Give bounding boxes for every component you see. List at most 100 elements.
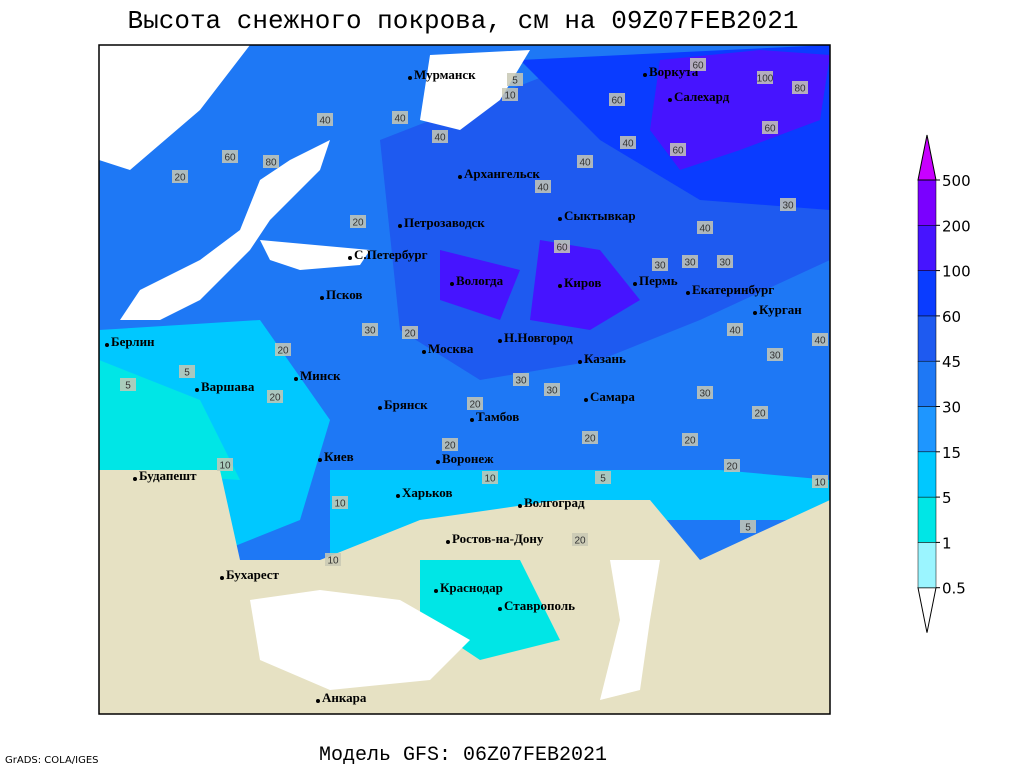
legend-label: 200 (942, 217, 971, 235)
legend-label: 60 (942, 308, 961, 326)
city-label: Воронеж (442, 451, 494, 466)
contour-label-box (652, 258, 668, 271)
legend-label: 500 (942, 172, 971, 190)
contour-label: 40 (434, 133, 446, 144)
contour-label: 40 (622, 139, 634, 150)
contour-label-box (467, 397, 483, 410)
contour-label-box (620, 136, 636, 149)
city-label: Ставрополь (504, 598, 575, 613)
city-dot (518, 504, 522, 508)
city-dot (408, 76, 412, 80)
city-dot (498, 607, 502, 611)
contour-label: 40 (814, 336, 826, 347)
contour-label: 30 (546, 386, 558, 397)
legend-label: 30 (942, 399, 961, 417)
city-dot (558, 284, 562, 288)
city-dot (558, 217, 562, 221)
contour-label-box (727, 323, 743, 336)
contour-label: 20 (174, 173, 186, 184)
contour-label: 20 (754, 409, 766, 420)
legend-swatch (917, 360, 937, 407)
city-label: Воркута (649, 64, 699, 79)
contour-label: 20 (352, 218, 364, 229)
city-label: Тамбов (476, 409, 519, 424)
city-label: Харьков (402, 485, 453, 500)
contour-label-box (535, 180, 551, 193)
contour-label-box (582, 431, 598, 444)
contour-label: 80 (794, 84, 806, 95)
city-label: Сыктывкар (564, 208, 636, 223)
contour-label-box (690, 58, 706, 71)
city-label: Киров (564, 275, 601, 290)
city-dot (105, 343, 109, 347)
contour-label-box (179, 365, 195, 378)
city-dot (450, 282, 454, 286)
contour-label-box (392, 111, 408, 124)
legend-triangle (917, 587, 937, 633)
contour-label-box (812, 475, 828, 488)
contour-label: 20 (684, 436, 696, 447)
contour-label-box (267, 390, 283, 403)
city-dot (578, 360, 582, 364)
contour-label-box (767, 348, 783, 361)
contour-label: 5 (125, 381, 131, 392)
contour-label: 20 (269, 393, 281, 404)
city-dot (220, 576, 224, 580)
contour-label: 30 (364, 326, 376, 337)
contour-label-box (507, 73, 523, 86)
contour-label-box (670, 143, 686, 156)
legend-label: 0.5 (942, 580, 966, 598)
contour-label-box (792, 81, 808, 94)
contour-label: 5 (745, 523, 751, 534)
model-caption: Модель GFS: 06Z07FEB2021 (319, 744, 607, 767)
contour-label: 60 (556, 243, 568, 254)
contour-label-box (595, 471, 611, 484)
contour-label-box (697, 386, 713, 399)
map-frame (98, 44, 831, 715)
contour-label-box (432, 130, 448, 143)
contour-label-box (572, 533, 588, 546)
city-label: Минск (300, 368, 341, 383)
contour-label: 80 (265, 158, 277, 169)
contour-label-box (217, 458, 233, 471)
city-label: Брянск (384, 397, 428, 412)
contour-label-box (263, 155, 279, 168)
contour-label: 30 (684, 258, 696, 269)
contour-label: 30 (782, 201, 794, 212)
legend-swatch (917, 496, 937, 543)
city-label: Архангельск (464, 166, 540, 181)
contour-label: 10 (334, 499, 346, 510)
legend-swatch (917, 225, 937, 271)
city-dot (398, 224, 402, 228)
city-label: Будапешт (139, 468, 197, 483)
city-label: Москва (428, 341, 474, 356)
city-label: Краснодар (440, 580, 503, 595)
city-label: Ростов-на-Дону (452, 531, 544, 546)
contour-label-box (350, 215, 366, 228)
contour-label-box (317, 113, 333, 126)
city-label: Петрозаводск (404, 215, 485, 230)
city-dot (320, 296, 324, 300)
legend-label: 45 (942, 353, 961, 371)
city-dot (498, 339, 502, 343)
contour-label-box (172, 170, 188, 183)
contour-label-box (724, 459, 740, 472)
contour-label: 30 (515, 376, 527, 387)
contour-label: 10 (504, 91, 516, 102)
contour-label-box (502, 88, 518, 101)
contour-label-box (513, 373, 529, 386)
contour-label-box (577, 155, 593, 168)
contour-label-box (222, 150, 238, 163)
city-dot (633, 282, 637, 286)
contour-label: 20 (277, 346, 289, 357)
city-label: Екатеринбург (692, 282, 774, 297)
contour-label: 30 (769, 351, 781, 362)
contour-label-box (812, 333, 828, 346)
legend-swatch (917, 270, 937, 317)
city-dot (470, 418, 474, 422)
legend-swatch (917, 542, 937, 588)
contour-label-box (717, 255, 733, 268)
city-dot (643, 73, 647, 77)
contour-label-box (697, 221, 713, 234)
